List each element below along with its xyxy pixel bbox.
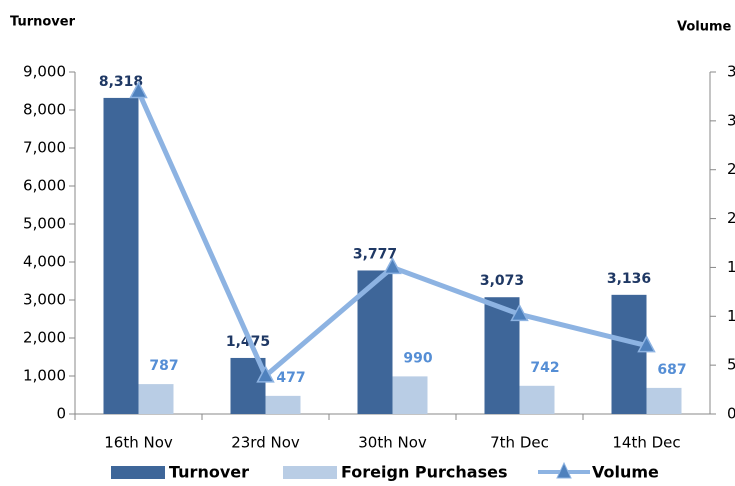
legend-label: Foreign Purchases [341, 463, 508, 482]
y2-tick-label: 0 [727, 405, 735, 423]
y-tick-label: 7,000 [23, 139, 66, 157]
marker [129, 80, 148, 99]
bar [646, 387, 682, 414]
bar [138, 384, 174, 414]
legend-label: Volume [592, 463, 659, 482]
x-tick-label: 30th Nov [358, 434, 427, 452]
x-tick-label: 14th Dec [612, 434, 680, 452]
data-label: 787 [149, 358, 178, 374]
y2-tick-label: 5 [727, 356, 735, 374]
x-tick-label: 23rd Nov [231, 434, 300, 452]
y-axis-title: Turnover [10, 15, 76, 30]
y2-tick-label: 10 [727, 307, 735, 325]
data-label: 3,136 [607, 271, 651, 287]
y2-tick-label: 15 [727, 258, 735, 276]
y-tick-label: 5,000 [23, 215, 66, 233]
y-tick-label: 0 [56, 405, 66, 423]
x-tick-label: 7th Dec [490, 434, 549, 452]
y-tick-label: 9,000 [23, 63, 66, 81]
data-label: 687 [657, 362, 686, 378]
marker [510, 303, 529, 322]
y-tick-label: 8,000 [23, 101, 66, 119]
y-tick-label: 1,000 [23, 367, 66, 385]
y-tick-label: 2,000 [23, 329, 66, 347]
y2-tick-label: 35 [727, 63, 735, 81]
legend-swatch [283, 466, 337, 479]
y2-axis-title: Volume [677, 20, 732, 35]
data-label: 477 [276, 370, 305, 386]
y2-tick-label: 30 [727, 111, 735, 129]
marker [383, 256, 402, 275]
bar [392, 376, 428, 414]
y-tick-label: 6,000 [23, 177, 66, 195]
y2-tick-label: 25 [727, 160, 735, 178]
legend-swatch [111, 466, 165, 479]
bar [519, 385, 555, 414]
bar [265, 395, 301, 414]
data-label: 3,777 [353, 246, 397, 262]
bar [611, 294, 647, 414]
legend-label: Turnover [169, 463, 249, 482]
data-label: 8,318 [99, 74, 143, 90]
x-tick-label: 16th Nov [104, 434, 173, 452]
data-label: 3,073 [480, 273, 524, 289]
data-label: 742 [530, 360, 559, 376]
data-label: 990 [403, 350, 432, 366]
legend-swatch [556, 461, 572, 479]
y2-tick-label: 20 [727, 209, 735, 227]
marker [637, 335, 656, 353]
marker [256, 365, 275, 383]
y-tick-label: 3,000 [23, 291, 66, 309]
y-tick-label: 4,000 [23, 253, 66, 271]
bar [103, 97, 139, 414]
